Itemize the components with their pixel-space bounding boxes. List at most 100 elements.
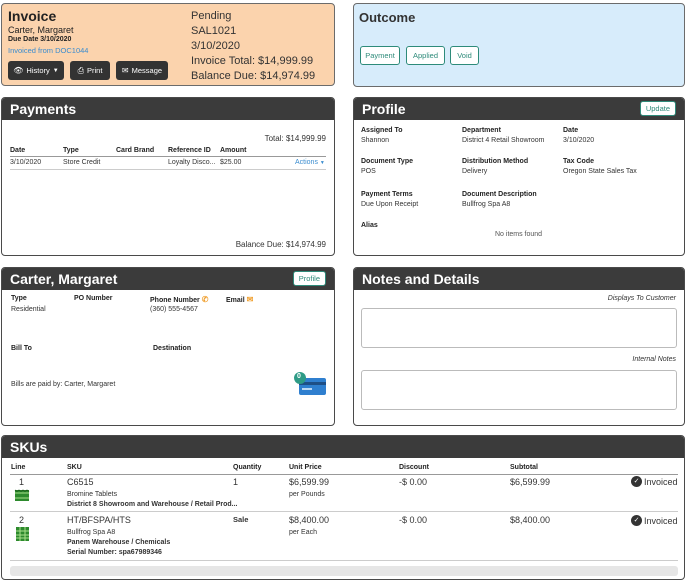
skus-title: SKUs [10,439,48,455]
payment-button[interactable]: Payment [360,46,400,65]
notes-header: Notes and Details [354,268,684,290]
sku-unit: per Pounds [289,491,325,498]
col-type: Type [63,147,79,154]
customer-panel: Carter, Margaret Profile Type Residentia… [1,267,335,426]
type-value: Residential [11,306,46,313]
alias-label: Alias [361,222,378,229]
invoice-number: SAL1021 [191,25,237,37]
sku-serial: Serial Number: spa67989346 [67,549,162,556]
credit-card-icon[interactable]: 0 [293,372,327,396]
payments-panel: Payments Total: $14,999.99 Date Type Car… [1,97,335,256]
spa-product-icon [15,526,30,542]
print-button[interactable]: ⎙ Print [70,61,110,80]
email-icon[interactable]: ✉ [246,295,254,304]
skus-row-divider [10,511,678,512]
payment-terms-label: Payment Terms [361,191,413,198]
message-icon: ✉ [121,66,129,75]
sku-unit-price: $6,599.99 [289,477,330,487]
sku-subtotal: $6,599.99 [510,477,551,487]
phone-label-text: Phone Number [150,297,200,304]
invoice-title: Invoice [8,8,57,24]
payment-date: 3/10/2020 [10,159,42,166]
history-button[interactable]: 👁 History ▼ [8,61,64,80]
payments-header: Payments [2,98,334,120]
internal-notes-textarea[interactable] [361,370,677,410]
invoice-summary-panel: Invoice Carter, Margaret Due Date 3/10/2… [1,3,335,86]
update-button[interactable]: Update [639,101,676,116]
skus-divider [10,474,678,475]
profile-title: Profile [362,101,406,117]
tax-code-value: Oregon State Sales Tax [563,168,637,175]
po-number-label: PO Number [74,295,113,302]
distribution-method-value: Delivery [462,168,488,175]
department-label: Department [462,127,501,134]
sku-code[interactable]: HT/BFSPA/HTS [67,515,131,525]
check-circle-icon: ✓ [631,476,642,487]
customer-title: Carter, Margaret [10,271,118,287]
bills-paid-by: Bills are paid by: Carter, Margaret [11,381,116,388]
col-amount: Amount [220,147,247,154]
invoice-date: 3/10/2020 [191,40,240,52]
print-icon: ⎙ [77,65,84,75]
message-label: Message [131,66,163,75]
sku-discount: -$ 0.00 [399,515,428,525]
customer-notes-textarea[interactable] [361,308,677,348]
bill-to-label: Bill To [11,345,32,352]
sku-location: District 8 Showroom and Warehouse / Reta… [67,501,238,508]
phone-icon[interactable]: ✆ [201,295,209,304]
customer-name: Carter, Margaret [8,25,74,35]
internal-notes-label: Internal Notes [632,356,676,363]
date-label: Date [563,127,579,134]
balance-due: Balance Due: $14,974.99 [191,70,316,82]
check-circle-icon: ✓ [631,515,642,526]
sku-code[interactable]: C6515 [67,477,94,487]
history-label: History [26,66,50,75]
customer-profile-button[interactable]: Profile [292,271,326,286]
payment-type: Store Credit [63,159,101,166]
col-card-brand: Card Brand [116,147,155,154]
destination-label: Destination [153,345,192,352]
sku-status-label: Invoiced [644,476,678,487]
outcome-panel: Outcome Payment Applied Void [353,3,685,87]
sku-status: ✓ Invoiced [631,515,678,526]
profile-header: Profile Update [354,98,684,120]
sku-status-label: Invoiced [644,515,678,526]
email-label-text: Email [226,297,245,304]
payment-amount: $25.00 [220,159,242,166]
invoiced-from-link[interactable]: Invoiced from DOC1044 [8,46,89,55]
phone-label: Phone Number ✆ [150,295,208,304]
sku-status: ✓ Invoiced [631,476,678,487]
applied-button[interactable]: Applied [406,46,445,65]
sku-quantity: Sale [233,515,249,524]
payments-row-divider [10,169,326,170]
document-type-value: POS [361,168,376,175]
notes-title: Notes and Details [362,271,480,287]
caret-down-icon: ▼ [52,67,59,74]
sku-discount: -$ 0.00 [399,477,428,487]
payment-reference: Loyalty Disco... [168,159,216,166]
alias-empty-message: No items found [495,231,543,238]
message-button[interactable]: ✉ Message [116,61,168,80]
notes-panel: Notes and Details Displays To Customer I… [353,267,685,426]
invoice-total: Invoice Total: $14,999.99 [191,55,314,67]
assigned-to-value: Shannon [361,137,390,144]
sku-quantity: 1 [233,477,239,487]
payments-title: Payments [10,101,77,117]
void-button[interactable]: Void [450,46,479,65]
sku-name: Bullfrog Spa A8 [67,529,116,536]
sku-location: Panem Warehouse / Chemicals [67,539,171,546]
skus-panel: SKUs Line SKU Quantity Unit Price Discou… [1,435,685,580]
invoice-status: Pending [191,10,232,22]
payment-terms-value: Due Upon Receipt [361,201,419,208]
document-description-value: Bullfrog Spa A8 [462,201,511,208]
col-quantity: Quantity [233,464,262,471]
payment-actions-dropdown[interactable]: Actions ▼ [295,159,325,166]
customer-notes-label: Displays To Customer [607,295,676,302]
document-description-label: Document Description [462,191,537,198]
date-value: 3/10/2020 [563,137,595,144]
sku-subtotal: $8,400.00 [510,515,551,525]
col-date: Date [10,147,26,154]
card-count-badge: 0 [297,373,301,380]
col-sku: SKU [67,464,82,471]
col-unit-price: Unit Price [289,464,322,471]
